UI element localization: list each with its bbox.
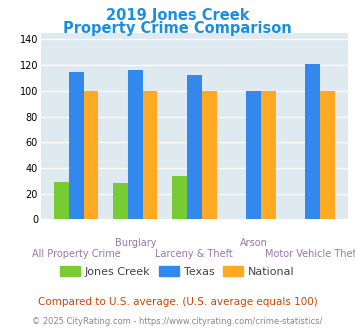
Bar — [305, 64, 320, 219]
Bar — [84, 91, 98, 219]
Bar — [143, 91, 158, 219]
Text: Arson: Arson — [240, 238, 267, 248]
Bar — [69, 72, 84, 219]
Text: Larceny & Theft: Larceny & Theft — [155, 249, 233, 259]
Bar — [172, 176, 187, 219]
Bar — [202, 91, 217, 219]
Text: Burglary: Burglary — [115, 238, 156, 248]
Text: All Property Crime: All Property Crime — [32, 249, 121, 259]
Bar — [261, 91, 275, 219]
Text: Compared to U.S. average. (U.S. average equals 100): Compared to U.S. average. (U.S. average … — [38, 297, 317, 307]
Text: Motor Vehicle Theft: Motor Vehicle Theft — [265, 249, 355, 259]
Bar — [113, 183, 128, 219]
Text: 2019 Jones Creek: 2019 Jones Creek — [106, 8, 249, 23]
Bar — [246, 91, 261, 219]
Bar — [320, 91, 335, 219]
Text: Property Crime Comparison: Property Crime Comparison — [63, 21, 292, 36]
Text: © 2025 CityRating.com - https://www.cityrating.com/crime-statistics/: © 2025 CityRating.com - https://www.city… — [32, 317, 323, 326]
Bar — [187, 76, 202, 219]
Legend: Jones Creek, Texas, National: Jones Creek, Texas, National — [56, 261, 299, 281]
Bar — [54, 182, 69, 219]
Bar — [128, 70, 143, 219]
